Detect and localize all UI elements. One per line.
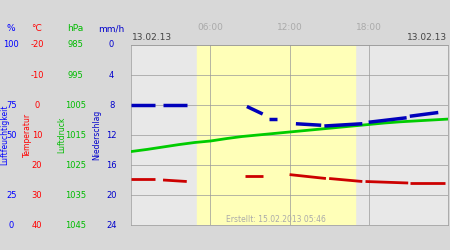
Text: Luftdruck: Luftdruck xyxy=(58,117,67,153)
Text: 0: 0 xyxy=(9,220,14,230)
Text: Niederschlag: Niederschlag xyxy=(92,110,101,160)
Text: 1015: 1015 xyxy=(65,130,86,140)
Text: 18:00: 18:00 xyxy=(356,23,382,32)
Text: 06:00: 06:00 xyxy=(198,23,224,32)
Bar xyxy=(197,45,356,225)
Text: 1035: 1035 xyxy=(65,190,86,200)
Text: Erstellt: 15.02.2013 05:46: Erstellt: 15.02.2013 05:46 xyxy=(226,215,326,224)
Text: 0: 0 xyxy=(34,100,40,110)
Text: 8: 8 xyxy=(109,100,114,110)
Text: -20: -20 xyxy=(30,40,44,50)
Text: 30: 30 xyxy=(32,190,42,200)
Text: 1045: 1045 xyxy=(65,220,86,230)
Text: %: % xyxy=(7,24,16,33)
Text: 75: 75 xyxy=(6,100,17,110)
Text: 40: 40 xyxy=(32,220,42,230)
Text: 985: 985 xyxy=(68,40,84,50)
Text: 1025: 1025 xyxy=(65,160,86,170)
Text: 50: 50 xyxy=(6,130,17,140)
Text: Temperatur: Temperatur xyxy=(23,113,32,157)
Text: 12: 12 xyxy=(106,130,117,140)
Text: 10: 10 xyxy=(32,130,42,140)
Text: 0: 0 xyxy=(109,40,114,50)
Text: Luftfeuchtigkeit: Luftfeuchtigkeit xyxy=(0,105,9,165)
Text: 20: 20 xyxy=(32,160,42,170)
Text: mm/h: mm/h xyxy=(99,24,125,33)
Text: 12:00: 12:00 xyxy=(277,23,302,32)
Text: 1005: 1005 xyxy=(65,100,86,110)
Text: °C: °C xyxy=(32,24,42,33)
Text: 16: 16 xyxy=(106,160,117,170)
Text: 24: 24 xyxy=(106,220,117,230)
Text: 995: 995 xyxy=(68,70,84,80)
Text: 25: 25 xyxy=(6,190,17,200)
Text: 4: 4 xyxy=(109,70,114,80)
Text: 13.02.13: 13.02.13 xyxy=(132,34,172,42)
Text: hPa: hPa xyxy=(68,24,84,33)
Text: 20: 20 xyxy=(106,190,117,200)
Text: 100: 100 xyxy=(4,40,19,50)
Text: 13.02.13: 13.02.13 xyxy=(407,34,447,42)
Text: -10: -10 xyxy=(30,70,44,80)
